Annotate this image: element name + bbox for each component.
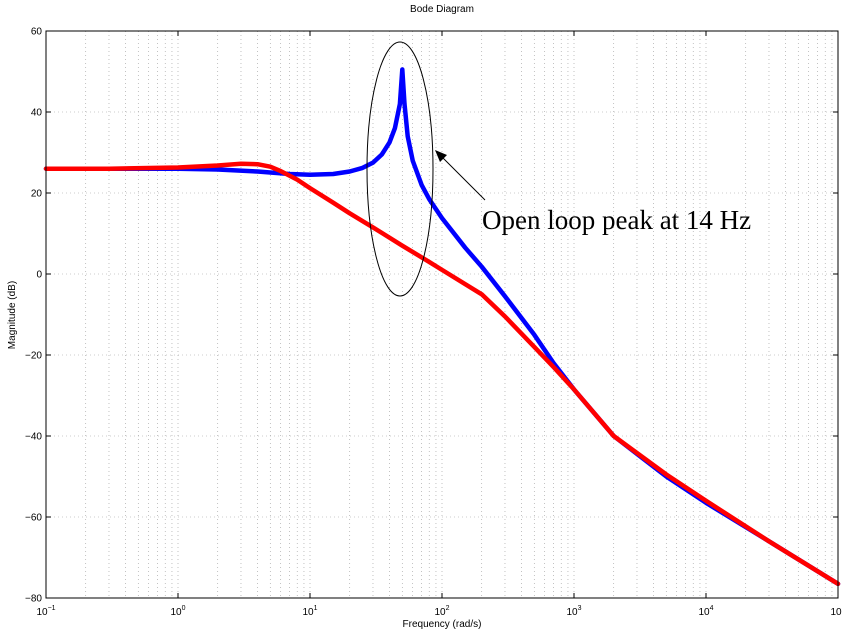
annotation-arrow-line — [436, 151, 486, 201]
y-tick-label: 20 — [31, 189, 43, 200]
annotation-ellipse — [366, 41, 434, 297]
x-tick-label: 105 — [830, 605, 842, 618]
grid — [46, 31, 838, 598]
x-tick-label: 104 — [698, 605, 713, 618]
x-tick-label: 102 — [434, 605, 449, 618]
annotation-text: Open loop peak at 14 Hz — [482, 205, 751, 235]
y-tick-label: −80 — [25, 594, 42, 605]
x-tick-label: 101 — [302, 605, 317, 618]
annotation: Open loop peak at 14 Hz — [366, 41, 751, 297]
chart-title: Bode Diagram — [410, 4, 474, 15]
y-axis-title: Magnitude (dB) — [7, 281, 18, 349]
series-layer — [43, 67, 841, 587]
y-tick-label: 40 — [31, 108, 43, 119]
y-tick-label: −60 — [25, 513, 42, 524]
y-tick-label: −20 — [25, 351, 42, 362]
annotation-arrowhead — [435, 150, 447, 162]
y-tick-label: 0 — [36, 270, 42, 281]
y-tick-label: 60 — [31, 27, 43, 38]
x-tick-label: 103 — [566, 605, 581, 618]
x-tick-label: 100 — [170, 605, 185, 618]
x-axis-title: Frequency (rad/s) — [403, 619, 482, 630]
red-magnitude-line — [43, 161, 841, 587]
x-tick-label: 10−1 — [36, 605, 55, 618]
y-tick-label: −40 — [25, 432, 42, 443]
